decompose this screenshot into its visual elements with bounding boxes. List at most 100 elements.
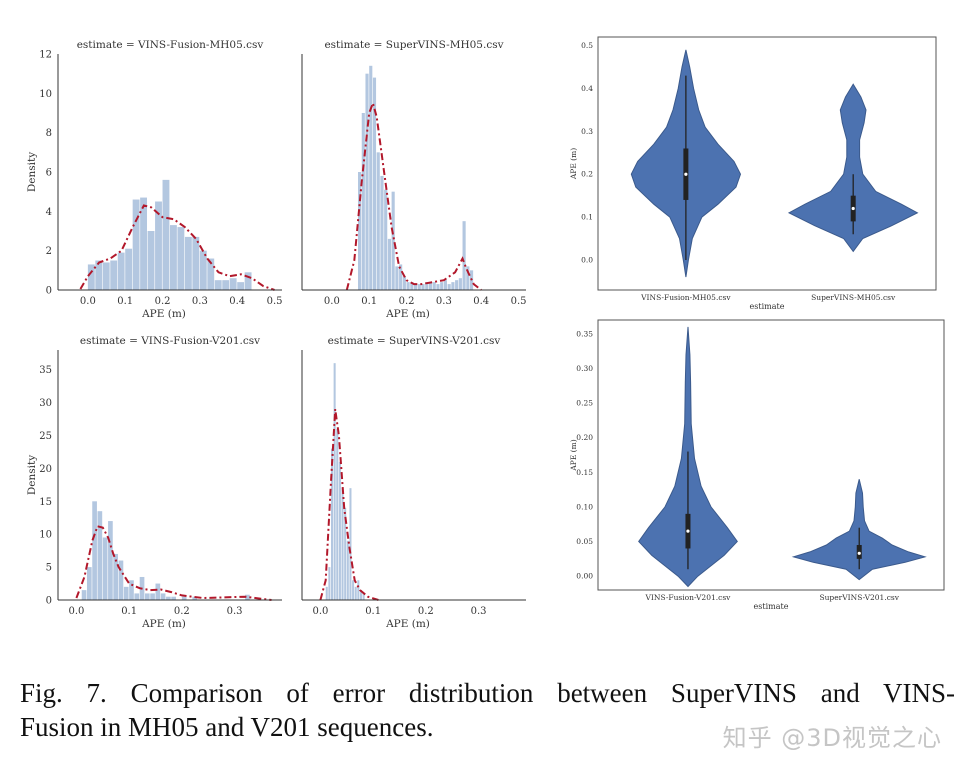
plot-frame [597, 319, 945, 591]
histogram-bar [102, 537, 108, 600]
histogram-bar [359, 590, 363, 600]
histogram-bar [113, 553, 119, 600]
y-tick-label: 0.4 [581, 84, 593, 93]
histogram-bar [155, 583, 161, 600]
y-tick-label: 0.10 [576, 502, 593, 511]
histogram-bar [346, 540, 349, 600]
histogram-bar [357, 580, 360, 600]
kde-curve [345, 99, 482, 291]
histogram-bar [338, 461, 341, 600]
histogram-bar [81, 590, 87, 600]
x-tick-label: 0.2 [174, 606, 190, 617]
histogram-bar [92, 501, 97, 600]
y-tick-label: 0.35 [576, 329, 593, 338]
histogram-bar [86, 567, 92, 600]
x-category-label: SuperVINS-V201.csv [819, 593, 899, 602]
histogram-bar [170, 225, 177, 290]
y-tick-label: 0.25 [576, 399, 593, 408]
histogram-bar [402, 276, 406, 290]
x-axis-label: estimate [754, 602, 789, 611]
histogram-bar [140, 197, 147, 290]
histogram-bar [166, 596, 171, 600]
histogram-bar [108, 521, 113, 600]
histogram-bar [199, 250, 207, 290]
histogram-bar [222, 280, 230, 290]
x-tick-label: 0.2 [399, 296, 415, 307]
y-tick-label: 10 [39, 530, 52, 541]
histogram-bar [97, 511, 103, 600]
histogram-bar [341, 488, 344, 600]
histogram-bar [192, 596, 198, 600]
histogram-bar [155, 201, 162, 290]
histogram-bar [414, 284, 418, 290]
x-tick-label: 0.3 [436, 296, 452, 307]
y-tick-label: 0 [46, 596, 52, 607]
histogram-bar [162, 179, 170, 290]
panel-title: estimate = VINS-Fusion-V201.csv [80, 335, 260, 347]
y-axis-label: APE (m) [569, 148, 578, 180]
y-tick-label: 15 [39, 497, 52, 508]
histogram-bar [358, 172, 362, 290]
histogram-bar [380, 175, 384, 290]
histogram-bar [171, 596, 176, 600]
violin-body [787, 83, 919, 253]
histogram-bar [361, 113, 365, 290]
y-tick-label: 4 [46, 207, 52, 218]
histogram-bar [129, 580, 134, 600]
histogram-bar [132, 199, 140, 290]
y-tick-label: 0.20 [576, 433, 593, 442]
x-tick-label: 0.1 [365, 606, 381, 617]
histogram-bar [333, 363, 336, 600]
x-tick-label: 0.0 [324, 296, 340, 307]
x-tick-label: 0.4 [473, 296, 489, 307]
histogram-bar [376, 152, 380, 290]
x-tick-label: 0.2 [418, 606, 434, 617]
histogram-bar [117, 252, 125, 290]
histogram-bar [207, 258, 215, 290]
histogram-bar [384, 189, 388, 290]
histogram-bar [352, 580, 355, 600]
y-axis-label: APE (m) [569, 439, 578, 471]
histogram-bar [328, 567, 331, 600]
y-tick-label: 0.2 [581, 170, 593, 179]
kde-curve [75, 525, 272, 601]
histogram-bar [336, 428, 339, 600]
x-category-label: SuperVINS-MH05.csv [811, 293, 896, 302]
histogram-bar [330, 448, 334, 600]
histogram-panel-3: 0.0 0.1 0.2 0.3 0 5 10 15 20 25 30 35 estimate = VIN… [26, 335, 282, 630]
histogram-bar [365, 73, 369, 291]
histogram-bar [462, 221, 466, 290]
y-tick-label: 0.05 [576, 537, 593, 546]
histogram-bar [447, 284, 451, 290]
histogram-bar [344, 507, 347, 600]
histogram-bar [184, 236, 192, 290]
histogram-bar [395, 266, 399, 290]
histogram-bar [369, 65, 373, 290]
y-tick-label: 0.5 [581, 41, 593, 50]
histogram-bar [349, 488, 352, 600]
histogram-bar [144, 593, 150, 600]
histogram-bar [134, 593, 140, 600]
y-tick-label: 0.15 [576, 468, 593, 477]
histogram-bar [245, 594, 250, 600]
y-tick-label: 0.30 [576, 364, 593, 373]
histogram-bar [181, 596, 187, 600]
histogram-bar [110, 260, 118, 290]
histogram-bar [160, 593, 166, 600]
x-axis-label: estimate [750, 302, 785, 311]
y-tick-label: 20 [39, 464, 52, 475]
x-axis-label: APE (m) [141, 618, 186, 630]
histogram-bar [391, 191, 395, 290]
y-tick-label: 0.0 [581, 255, 593, 264]
histogram-panel-2: 0.0 0.1 0.2 0.3 0.4 0.5 estimate = SuperVINS-M… [301, 39, 526, 320]
panel-title: estimate = SuperVINS-V201.csv [328, 335, 501, 347]
violin-median [857, 551, 861, 555]
kde-curve [319, 409, 379, 601]
panel-title: estimate = VINS-Fusion-MH05.csv [77, 39, 264, 51]
y-tick-label: 5 [46, 563, 52, 574]
x-tick-label: 0.2 [155, 296, 171, 307]
histogram-bar [432, 282, 436, 290]
y-tick-label: 0 [46, 286, 52, 297]
x-tick-label: 0.0 [312, 606, 328, 617]
